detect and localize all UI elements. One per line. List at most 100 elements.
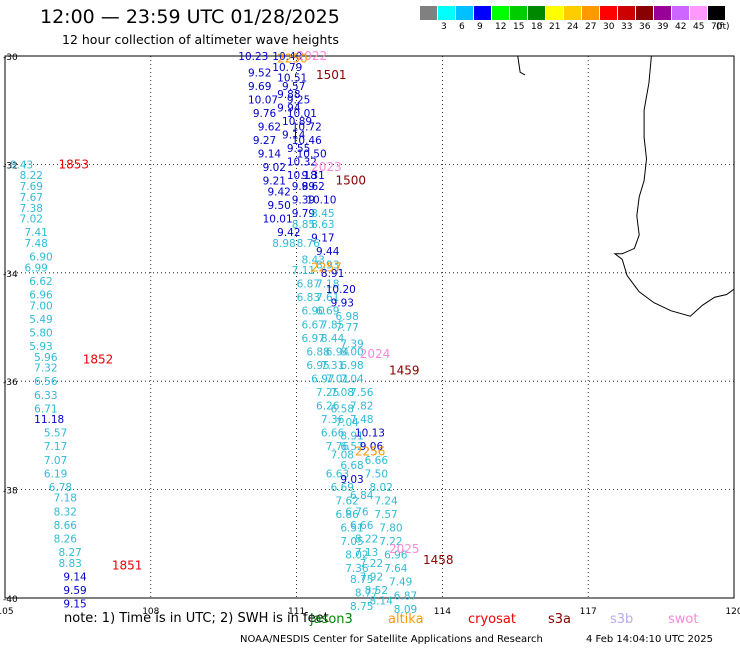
legend-swatch — [582, 6, 599, 20]
wave-height-value: 7.11 — [292, 265, 315, 277]
wave-height-value: 7.69 — [20, 181, 43, 193]
wave-height-value: 9.17 — [311, 233, 334, 245]
lat-tick-label: -34 — [3, 270, 18, 280]
wave-height-value: 6.26 — [316, 401, 340, 413]
wave-height-value: 5.96 — [34, 352, 58, 364]
legend-label: 27 — [585, 22, 597, 32]
lat-tick-label: -32 — [3, 161, 18, 171]
wave-height-value: 7.00 — [29, 300, 52, 312]
wave-height-value: 6.95 — [306, 360, 329, 372]
wave-height-value: 7.22 — [379, 536, 402, 548]
wave-height-value: 10.01 — [263, 214, 293, 226]
pass-time-label: 2250 — [277, 52, 308, 66]
wave-height-value: 8.75 — [350, 574, 373, 586]
satellite-s3b: s3b — [610, 612, 634, 627]
wave-height-value: 9.93 — [331, 298, 354, 310]
legend-label: 9 — [477, 22, 483, 32]
wave-height-value: 7.92 — [360, 571, 383, 583]
wave-height-value: 11.18 — [34, 414, 64, 426]
legend-swatch — [618, 6, 635, 20]
wave-height-value: 6.33 — [34, 390, 57, 402]
wave-height-value: 6.96 — [29, 289, 53, 301]
wave-height-value: 7.62 — [335, 495, 358, 507]
wave-height-value: 7.56 — [350, 387, 374, 399]
wave-height-value: 7.17 — [44, 441, 67, 453]
page-subtitle: 12 hour collection of altimeter wave hei… — [62, 32, 339, 47]
legend-label: 24 — [567, 22, 579, 32]
wave-height-value: 10.20 — [326, 284, 356, 296]
legend-swatch — [474, 6, 491, 20]
wave-height-value: 7.80 — [379, 523, 402, 535]
wave-height-value: 10.72 — [292, 121, 322, 133]
wave-height-value: 9.42 — [267, 187, 290, 199]
wave-height-value: 10.32 — [287, 157, 317, 169]
lon-tick-label: 105 — [0, 607, 14, 617]
wave-height-value: 9.88 — [277, 89, 300, 101]
wave-height-value: 6.69 — [316, 306, 339, 318]
legend-label: 42 — [675, 22, 687, 32]
wave-height-value: 7.50 — [365, 468, 388, 480]
legend-swatch — [690, 6, 707, 20]
wave-height-value: 7.01 — [326, 373, 349, 385]
wave-height-value: 7.08 — [331, 449, 354, 461]
pass-time-label: 1459 — [389, 363, 420, 377]
pass-time-label: 2022 — [297, 49, 328, 63]
wave-height-value: 6.83 — [297, 292, 320, 304]
wave-height-value: 9.31 — [301, 170, 324, 182]
wave-height-value: 9.14 — [282, 130, 306, 142]
lon-tick-label: 114 — [434, 607, 451, 617]
wave-height-value: 5.57 — [44, 428, 67, 440]
wave-height-value: 5.93 — [29, 341, 52, 353]
wave-height-value: 8.32 — [54, 506, 77, 518]
wave-height-value: 6.90 — [301, 306, 324, 318]
wave-height-value: 9.15 — [63, 598, 86, 610]
wave-height-value: 6.58 — [331, 403, 354, 415]
wave-height-value: 7.18 — [316, 279, 339, 291]
legend-swatch — [636, 6, 653, 20]
wave-height-value: 7.32 — [34, 363, 57, 375]
legend-swatch — [510, 6, 527, 20]
lat-tick-label: -38 — [3, 487, 18, 497]
satellite-s3a: s3a — [548, 612, 572, 627]
wave-height-value: 6.19 — [44, 468, 67, 480]
satellite-jason3: jason3 — [310, 612, 353, 627]
wave-height-value: 7.18 — [54, 493, 77, 505]
satellite-altika: altika — [388, 612, 424, 627]
wave-height-value: 7.08 — [331, 387, 354, 399]
lat-tick-label: -30 — [3, 53, 18, 63]
pass-time-label: 2257 — [311, 260, 342, 274]
wave-height-value: 9.94 — [277, 102, 301, 114]
wave-height-value: 10.89 — [282, 116, 312, 128]
wave-height-value: 9.52 — [248, 67, 271, 79]
wave-height-value: 6.66 — [365, 455, 389, 467]
wave-height-value: 8.77 — [355, 588, 378, 600]
wave-height-value: 10.40 — [272, 51, 302, 63]
wave-height-value: 9.14 — [63, 571, 87, 583]
pass-time-label: 1501 — [316, 68, 347, 82]
legend-swatch — [456, 6, 473, 20]
wave-height-value: 9.14 — [258, 149, 282, 161]
wave-height-value: 6.86 — [335, 509, 359, 521]
wave-height-value: 8.26 — [54, 533, 78, 545]
wave-height-value: 8.43 — [301, 254, 324, 266]
legend-swatch — [600, 6, 617, 20]
legend-label: 12 — [495, 22, 507, 32]
pass-time-label: 1500 — [335, 174, 366, 188]
legend-label: 15 — [513, 22, 525, 32]
wave-height-value: 9.42 — [277, 227, 300, 239]
wave-height-value: 7.85 — [321, 319, 344, 331]
pass-time-label: 1853 — [58, 157, 89, 171]
wave-height-value: 7.64 — [384, 563, 408, 575]
wave-height-value: 9.50 — [267, 200, 290, 212]
wave-height-value: 7.04 — [340, 373, 364, 385]
wave-height-value: 8.44 — [321, 333, 345, 345]
wave-height-value: 9.79 — [292, 208, 315, 220]
wave-height-value: 7.07 — [44, 455, 67, 467]
wave-height-value: 7.02 — [20, 214, 43, 226]
wave-height-value: 10.50 — [297, 149, 327, 161]
wave-height-value: 7.24 — [374, 495, 398, 507]
wave-height-value: 8.09 — [394, 604, 417, 616]
wave-height-value: 8.27 — [58, 547, 81, 559]
lat-tick-label: -36 — [3, 378, 18, 388]
wave-height-value: 9.03 — [340, 474, 363, 486]
